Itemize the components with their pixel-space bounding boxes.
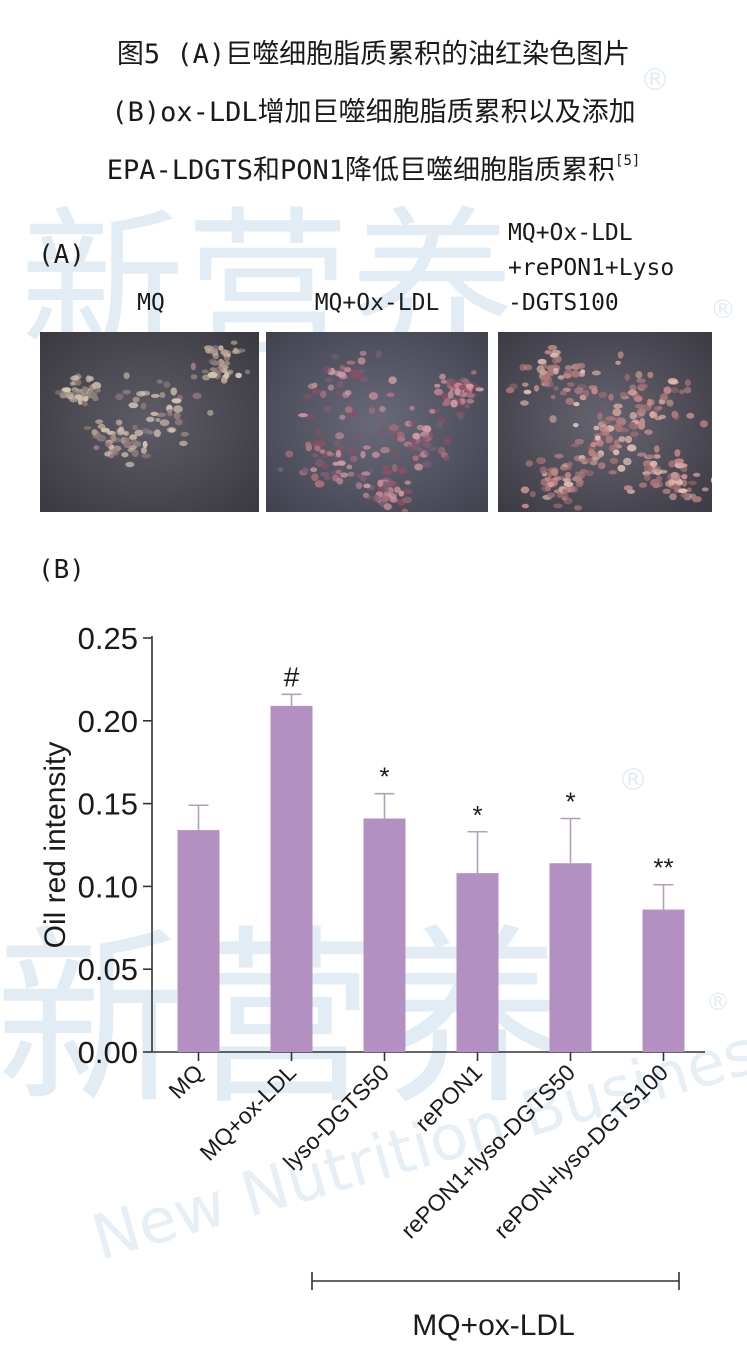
group-label: MQ+ox-LDL [412, 1309, 575, 1342]
significance-marker: * [565, 787, 575, 817]
significance-marker: ** [653, 853, 673, 883]
micrograph-mq-oxldl [266, 332, 488, 512]
y-tick-label: 0.20 [78, 704, 138, 739]
x-tick-label: MQ [163, 1059, 208, 1104]
y-tick-label: 0.10 [78, 869, 138, 904]
y-tick-label: 0.05 [78, 952, 138, 987]
image-label-mq-oxldl: MQ+Ox-LDL [314, 290, 440, 316]
image-label-mq-oxldl-repon1-lyso-dgts100: MQ+Ox-LDL +rePON1+Lyso -DGTS100 [508, 216, 674, 321]
bar [363, 818, 406, 1052]
bar [177, 830, 220, 1052]
x-tick-label: rePON1 [410, 1059, 487, 1136]
bar [270, 705, 313, 1052]
significance-marker: * [379, 762, 389, 792]
bar [549, 863, 592, 1052]
y-tick-label: 0.15 [78, 787, 138, 822]
y-tick-label: 0.00 [78, 1035, 138, 1070]
bar [642, 909, 685, 1052]
image-label-line: +rePON1+Lyso [508, 255, 675, 281]
image-label-line: MQ+Ox-LDL [508, 220, 633, 246]
x-tick-label: rePON+lyso-DGTS100 [489, 1059, 673, 1243]
figure-title-line-1: 图5 (A)巨噬细胞脂质累积的油红染色图片 [116, 39, 631, 70]
panel-b-label: (B) [38, 555, 85, 585]
y-axis-label: Oil red intensity [39, 742, 72, 949]
figure-title-line-2: (B)ox-LDL增加巨噬细胞脂质累积以及添加 [111, 97, 636, 128]
image-label-line: -DGTS100 [508, 290, 619, 316]
image-label-mq: MQ [137, 290, 165, 316]
bar [456, 873, 499, 1052]
micrograph-mq-oxldl-repon1-lyso [498, 332, 712, 512]
figure-title-line-3: EPA-LDGTS和PON1降低巨噬细胞脂质累积[5] [0, 148, 747, 187]
y-tick-label: 0.25 [78, 621, 138, 656]
significance-marker: # [284, 661, 300, 692]
figure-title-reference: [5] [615, 153, 641, 169]
panel-a-label: (A) [38, 240, 85, 270]
significance-marker: * [472, 800, 482, 830]
figure-title-line-3-text: EPA-LDGTS和PON1降低巨噬细胞脂质累积 [106, 155, 616, 186]
micrograph-mq [40, 332, 259, 512]
x-tick-label: rePON1+lyso-DGTS50 [396, 1059, 580, 1243]
